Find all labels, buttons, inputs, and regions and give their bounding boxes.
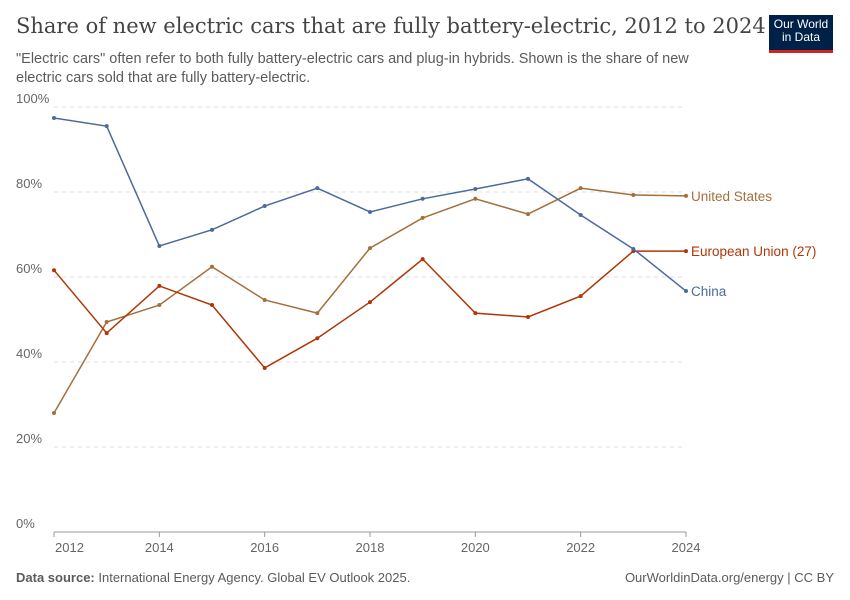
y-tick-label: 60% (16, 261, 42, 276)
y-tick-label: 100% (16, 91, 50, 106)
data-point (578, 294, 583, 299)
data-point (52, 268, 56, 273)
source-text[interactable]: International Energy Agency. Global EV O… (98, 570, 411, 585)
data-point (684, 193, 688, 198)
x-tick-label: 2012 (55, 540, 84, 555)
data-point (315, 311, 320, 316)
series-label: China (691, 284, 727, 299)
data-point (420, 215, 425, 220)
y-tick-label: 0% (16, 516, 35, 531)
data-point (210, 264, 214, 269)
y-tick-label: 40% (16, 346, 42, 361)
series-label: European Union (27) (691, 244, 816, 259)
data-point (104, 124, 109, 129)
data-point (473, 311, 478, 316)
data-point (420, 257, 425, 262)
data-point (684, 289, 688, 294)
x-tick-label: 2024 (672, 540, 701, 555)
data-point (52, 116, 56, 121)
data-point (578, 186, 583, 191)
data-point (578, 212, 583, 217)
data-point (526, 314, 530, 319)
chart-title: Share of new electric cars that are full… (16, 14, 766, 38)
data-point (368, 246, 372, 251)
x-tick-label: 2016 (250, 540, 279, 555)
x-tick-label: 2020 (461, 540, 490, 555)
data-point (473, 196, 478, 201)
data-source: Data source: International Energy Agency… (16, 570, 410, 585)
data-point (631, 246, 636, 251)
data-point (262, 297, 267, 302)
data-point (473, 187, 478, 192)
data-point (368, 300, 372, 305)
x-tick-label: 2022 (566, 540, 595, 555)
owid-logo[interactable]: Our World in Data (769, 15, 833, 53)
chart-subtitle: "Electric cars" often refer to both full… (16, 51, 689, 86)
data-point (262, 365, 267, 370)
data-point (684, 249, 688, 254)
data-point (631, 192, 636, 197)
data-point (262, 204, 267, 209)
data-point (157, 243, 162, 248)
data-point (157, 283, 162, 288)
data-point (157, 303, 162, 308)
y-tick-label: 80% (16, 176, 42, 191)
series-line-european-union-27- (53, 250, 686, 369)
x-tick-label: 2014 (145, 540, 174, 555)
data-point (210, 303, 214, 308)
data-point (420, 196, 425, 201)
data-point (52, 411, 56, 415)
data-point (526, 176, 530, 181)
series-label: United States (691, 189, 772, 204)
data-point (104, 320, 109, 325)
source-label: Data source: (16, 570, 95, 585)
data-point (210, 227, 214, 232)
data-point (368, 209, 372, 214)
series-line-china (53, 117, 687, 292)
data-point (526, 212, 530, 217)
data-point (315, 336, 320, 341)
y-tick-label: 20% (16, 431, 42, 446)
data-point (104, 331, 109, 336)
data-point (315, 186, 320, 191)
x-tick-label: 2018 (356, 540, 385, 555)
credit-link[interactable]: OurWorldinData.org/energy | CC BY (624, 570, 834, 585)
